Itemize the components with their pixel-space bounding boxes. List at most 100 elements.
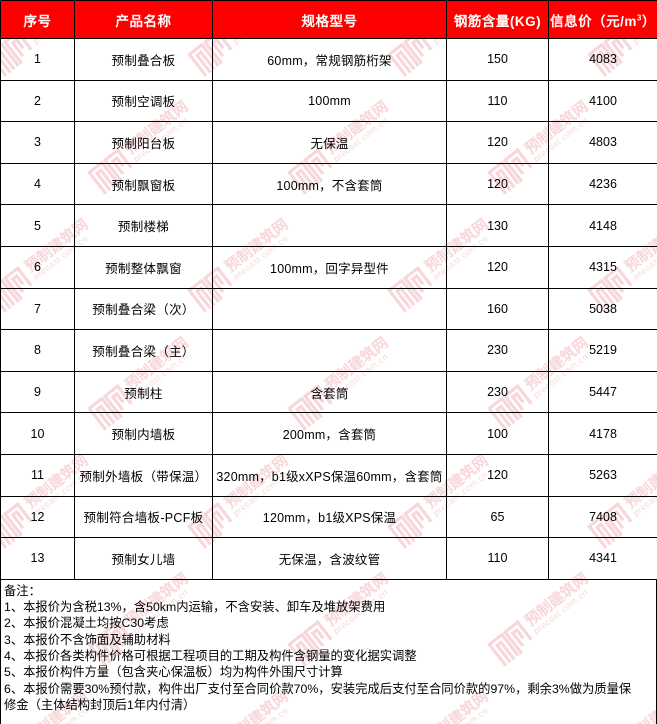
cell-spec-model: 320mm，b1级xXPS保温60mm，含套筒 xyxy=(212,453,447,497)
cell-spec-model: 含套筒 xyxy=(212,370,447,414)
column-header-spec-model: 规格型号 xyxy=(212,0,447,39)
cell-spec-model: 100mm，不含套筒 xyxy=(212,162,447,206)
cell-rebar-content: 130 xyxy=(446,204,549,247)
cell-index: 3 xyxy=(0,121,75,164)
column-header-index: 序号 xyxy=(0,0,75,39)
cell-info-price: 5038 xyxy=(548,287,657,331)
cell-index: 5 xyxy=(0,204,75,247)
table-header: 序号 产品名称 规格型号 钢筋含量(KG) 信息价（元/m3） xyxy=(0,0,657,39)
cell-info-price: 7408 xyxy=(548,495,657,539)
table-row: 13 预制女儿墙 无保温，含波纹管 110 4341 xyxy=(0,537,657,580)
cell-index: 8 xyxy=(0,329,75,372)
table-row: 3 预制阳台板 无保温 120 4803 xyxy=(0,121,657,164)
cell-rebar-content: 230 xyxy=(446,370,549,414)
cell-index: 6 xyxy=(0,245,75,289)
price-table-container: 序号 产品名称 规格型号 钢筋含量(KG) 信息价（元/m3） 1 预制叠合板 60… xyxy=(0,0,657,580)
cell-info-price: 4083 xyxy=(548,38,657,81)
cell-rebar-content: 110 xyxy=(446,537,549,580)
cell-spec-model: 无保温，含波纹管 xyxy=(212,537,447,580)
cell-info-price: 4803 xyxy=(548,121,657,164)
cell-info-price: 4341 xyxy=(548,537,657,580)
precast-price-table: 序号 产品名称 规格型号 钢筋含量(KG) 信息价（元/m3） 1 预制叠合板 60… xyxy=(0,0,657,580)
cell-rebar-content: 110 xyxy=(446,79,549,123)
cell-spec-model: 200mm，含套筒 xyxy=(212,412,447,455)
table-row: 10 预制内墙板 200mm，含套筒 100 4178 xyxy=(0,412,657,455)
table-row: 5 预制楼梯 130 4148 xyxy=(0,204,657,247)
cell-product-name: 预制叠合板 xyxy=(74,38,213,81)
cell-product-name: 预制整体飘窗 xyxy=(74,245,213,289)
cell-spec-model xyxy=(212,204,447,247)
cell-info-price: 5219 xyxy=(548,329,657,372)
cell-product-name: 预制叠合梁（次） xyxy=(74,287,213,331)
cell-spec-model: 100mm xyxy=(212,79,447,123)
cell-spec-model: 100mm，回字异型件 xyxy=(212,245,447,289)
column-header-rebar-content: 钢筋含量(KG) xyxy=(446,0,549,39)
cell-spec-model xyxy=(212,287,447,331)
cell-product-name: 预制叠合梁（主） xyxy=(74,329,213,372)
table-row: 2 预制空调板 100mm 110 4100 xyxy=(0,79,657,123)
cell-rebar-content: 160 xyxy=(446,287,549,331)
table-row: 9 预制柱 含套筒 230 5447 xyxy=(0,370,657,414)
column-header-product-name: 产品名称 xyxy=(74,0,213,39)
cell-info-price: 4236 xyxy=(548,162,657,206)
note-line-2: 2、本报价混凝土均按C30考虑 xyxy=(4,616,169,631)
table-body: 1 预制叠合板 60mm，常规钢筋桁架 150 4083 2 预制空调板 100mm 110 41… xyxy=(0,38,657,580)
cell-index: 1 xyxy=(0,38,75,81)
table-row: 7 预制叠合梁（次） 160 5038 xyxy=(0,287,657,331)
cell-product-name: 预制阳台板 xyxy=(74,121,213,164)
table-row: 4 预制飘窗板 100mm，不含套筒 120 4236 xyxy=(0,162,657,206)
info-price-label-main: 信息价（元/m xyxy=(550,13,637,29)
cell-rebar-content: 120 xyxy=(446,162,549,206)
cell-rebar-content: 100 xyxy=(446,412,549,455)
cell-spec-model: 60mm，常规钢筋桁架 xyxy=(212,38,447,81)
note-line-4: 4、本报价各类构件价格可根据工程项目的工期及构件含钢量的变化据实调整 xyxy=(4,648,417,663)
table-row: 1 预制叠合板 60mm，常规钢筋桁架 150 4083 xyxy=(0,38,657,81)
cell-info-price: 4100 xyxy=(548,79,657,123)
cell-rebar-content: 230 xyxy=(446,329,549,372)
cell-info-price: 5263 xyxy=(548,453,657,497)
cell-index: 11 xyxy=(0,453,75,497)
cell-product-name: 预制柱 xyxy=(74,370,213,414)
cell-spec-model xyxy=(212,329,447,372)
cell-product-name: 预制楼梯 xyxy=(74,204,213,247)
cell-info-price: 4315 xyxy=(548,245,657,289)
cell-product-name: 预制内墙板 xyxy=(74,412,213,455)
cell-info-price: 5447 xyxy=(548,370,657,414)
header-row: 序号 产品名称 规格型号 钢筋含量(KG) 信息价（元/m3） xyxy=(0,0,657,39)
cell-product-name: 预制飘窗板 xyxy=(74,162,213,206)
cell-index: 13 xyxy=(0,537,75,580)
cell-product-name: 预制空调板 xyxy=(74,79,213,123)
info-price-label-tail: ） xyxy=(641,13,656,29)
cell-product-name: 预制符合墙板-PCF板 xyxy=(74,495,213,539)
cell-rebar-content: 120 xyxy=(446,121,549,164)
cell-product-name: 预制外墙板（带保温） xyxy=(74,453,213,497)
table-row: 11 预制外墙板（带保温） 320mm，b1级xXPS保温60mm，含套筒 120 52… xyxy=(0,453,657,497)
cell-index: 10 xyxy=(0,412,75,455)
cell-rebar-content: 150 xyxy=(446,38,549,81)
table-row: 6 预制整体飘窗 100mm，回字异型件 120 4315 xyxy=(0,245,657,289)
cell-rebar-content: 65 xyxy=(446,495,549,539)
cell-info-price: 4178 xyxy=(548,412,657,455)
table-row: 8 预制叠合梁（主） 230 5219 xyxy=(0,329,657,372)
note-line-5: 5、本报价构件方量（包含夹心保温板）均为构件外围尺寸计算 xyxy=(4,665,343,680)
cell-rebar-content: 120 xyxy=(446,453,549,497)
cell-spec-model: 无保温 xyxy=(212,121,447,164)
note-line-6: 6、本报价需要30%预付款，构件出厂支付至合同价款70%，安装完成后支付至合同价… xyxy=(4,681,632,696)
cell-index: 4 xyxy=(0,162,75,206)
info-price-label-superscript: 3 xyxy=(636,13,642,22)
cell-spec-model: 120mm，b1级XPS保温 xyxy=(212,495,447,539)
cell-product-name: 预制女儿墙 xyxy=(74,537,213,580)
column-header-info-price: 信息价（元/m3） xyxy=(548,0,657,39)
cell-info-price: 4148 xyxy=(548,204,657,247)
note-line-3: 3、本报价不含饰面及辅助材料 xyxy=(4,632,171,647)
notes-title: 备注： xyxy=(4,583,41,598)
cell-rebar-content: 120 xyxy=(446,245,549,289)
cell-index: 2 xyxy=(0,79,75,123)
cell-index: 7 xyxy=(0,287,75,331)
notes-section: 备注： 1、本报价为含税13%，含50km内运输，不含安装、卸车及堆放架费用 2… xyxy=(0,579,657,724)
note-line-1: 1、本报价为含税13%，含50km内运输，不含安装、卸车及堆放架费用 xyxy=(4,600,386,615)
table-row: 12 预制符合墙板-PCF板 120mm，b1级XPS保温 65 7408 xyxy=(0,495,657,539)
cell-index: 9 xyxy=(0,370,75,414)
cell-index: 12 xyxy=(0,495,75,539)
